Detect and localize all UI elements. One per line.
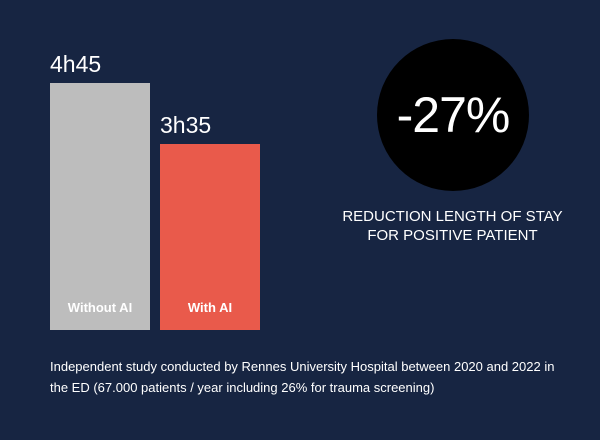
bar-without-ai	[50, 83, 150, 330]
reduction-circle: -27%	[377, 39, 529, 191]
bar-value-label: 3h35	[160, 112, 212, 138]
study-footnote: Independent study conducted by Rennes Un…	[50, 359, 555, 395]
bar-category-label: With AI	[187, 300, 233, 315]
bar-with-ai	[160, 144, 260, 330]
bar-value-label: 4h45	[50, 51, 102, 77]
reduction-value: -27%	[396, 87, 511, 143]
reduction-caption: REDUCTION LENGTH OF STAY FOR POSITIVE PA…	[342, 208, 563, 244]
bar-category-label: Without AI	[67, 300, 133, 315]
